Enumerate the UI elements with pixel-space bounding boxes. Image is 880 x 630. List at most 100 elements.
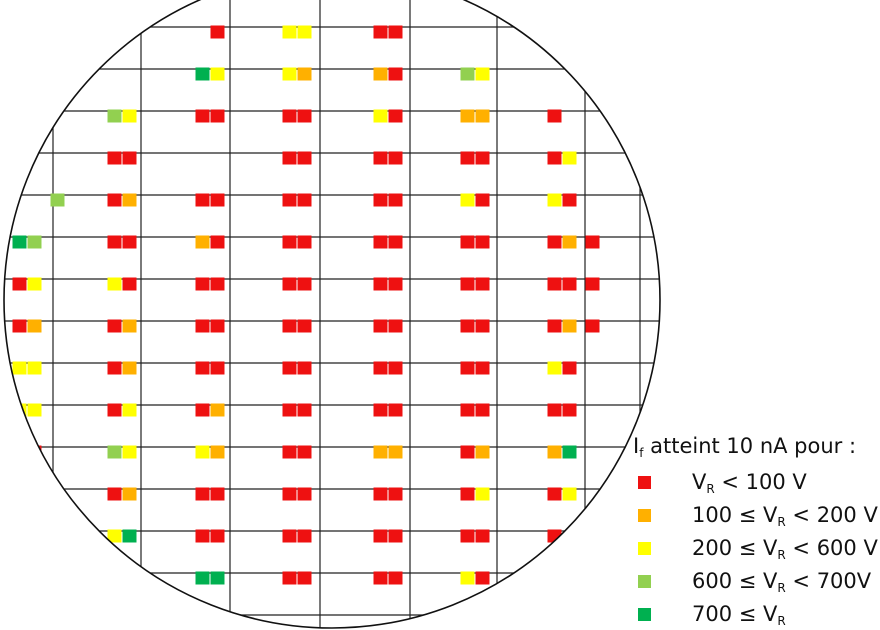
die-square [460,193,475,207]
die-square [107,403,122,417]
die-square [388,319,403,333]
die-square [122,235,137,249]
legend-swatch [638,575,651,588]
die-square [460,151,475,165]
die-square [475,529,490,543]
die-square [107,109,122,123]
die-square [475,403,490,417]
die-square [388,67,403,81]
die-square [373,193,388,207]
die-square [210,193,225,207]
die-square [547,319,562,333]
die-square [547,445,562,459]
legend-title-rest: atteint 10 nA pour : [643,434,857,458]
legend-swatch [638,476,651,489]
die-square [107,445,122,459]
die-square [282,277,297,291]
die-square [460,67,475,81]
die-square [282,109,297,123]
legend-item: 700 ≤ VR [630,600,880,630]
die-square [122,193,137,207]
die-square [12,235,27,249]
die-square [388,403,403,417]
die-square [562,319,577,333]
die-square [585,319,600,333]
legend-label: 600 ≤ VR < 700V [692,569,872,595]
die-square [297,445,312,459]
die-square [297,487,312,501]
die-square [122,319,137,333]
die-square [562,151,577,165]
die-square [122,361,137,375]
die-square [282,151,297,165]
die-square [373,25,388,39]
die-square [107,361,122,375]
die-square [297,109,312,123]
die-square [460,277,475,291]
legend: If atteint 10 nA pour : VR < 100 V 100 ≤… [630,430,880,630]
die-square [210,109,225,123]
die-square [195,109,210,123]
die-square [297,67,312,81]
die-square [475,445,490,459]
die-square [373,235,388,249]
legend-label: VR < 100 V [692,470,807,496]
legend-label: 700 ≤ VR [692,602,786,628]
die-square [297,403,312,417]
legend-label: 200 ≤ VR < 600 V [692,536,878,562]
die-square [50,193,65,207]
die-square [210,571,225,585]
die-square [562,403,577,417]
die-square [282,445,297,459]
die-square [107,193,122,207]
die-square [475,319,490,333]
die-square [475,151,490,165]
die-square [282,571,297,585]
legend-swatch [638,608,651,621]
die-square [562,487,577,501]
die-square [27,361,42,375]
die-square [12,319,27,333]
die-square [373,67,388,81]
die-square [122,487,137,501]
die-square [195,445,210,459]
die-square [562,361,577,375]
die-square [373,403,388,417]
die-square [373,571,388,585]
die-square [27,403,42,417]
die-square [547,361,562,375]
die-square [460,319,475,333]
die-square [282,529,297,543]
die-square [373,361,388,375]
die-square [373,487,388,501]
legend-title-main: I [633,434,640,458]
die-square [210,235,225,249]
die-square [388,487,403,501]
die-square [122,403,137,417]
die-square [297,529,312,543]
die-square [460,361,475,375]
die-square [388,235,403,249]
die-square [373,277,388,291]
die-square [195,67,210,81]
die-square [547,151,562,165]
legend-swatch [638,542,651,555]
die-square [297,277,312,291]
die-square [195,529,210,543]
die-square [282,319,297,333]
die-square [27,319,42,333]
die-square [547,487,562,501]
die-square [210,487,225,501]
die-square [388,151,403,165]
die-square [460,487,475,501]
die-square [107,487,122,501]
die-square [460,235,475,249]
die-square [107,529,122,543]
die-square [547,403,562,417]
die-square [388,193,403,207]
die-square [388,277,403,291]
die-square [297,193,312,207]
die-square [388,25,403,39]
die-square [195,319,210,333]
die-square [282,403,297,417]
